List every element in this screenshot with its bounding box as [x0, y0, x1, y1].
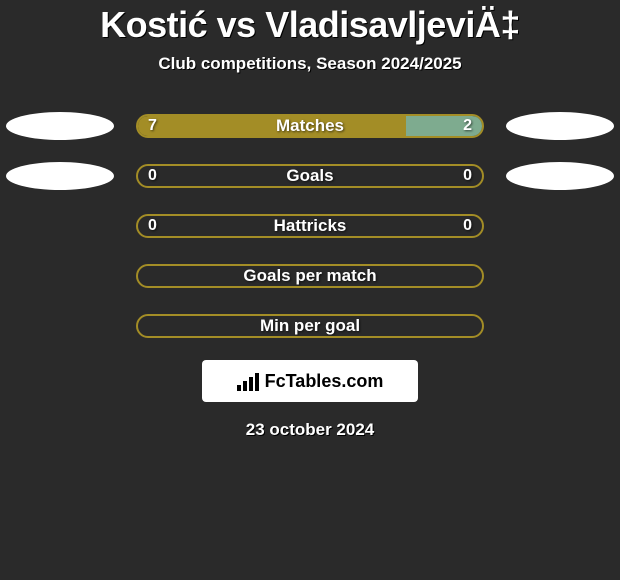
stat-row: Goals 0 0: [0, 162, 620, 190]
stats-rows: Matches 7 2 Goals 0 0 Hattricks 0 0 Goals per mat…: [0, 112, 620, 340]
stat-row: Hattricks 0 0: [0, 212, 620, 240]
attribution-text: FcTables.com: [265, 371, 384, 392]
player1-value: 0: [148, 167, 157, 185]
player1-segment: [138, 116, 406, 136]
player1-avatar-placeholder: [6, 262, 114, 290]
stat-bar: Min per goal: [136, 314, 484, 338]
player1-avatar-placeholder: [6, 162, 114, 190]
player1-avatar-placeholder: [6, 212, 114, 240]
player2-avatar-placeholder: [506, 212, 614, 240]
stat-label: Hattricks: [274, 216, 347, 236]
stat-row: Min per goal: [0, 312, 620, 340]
stat-row: Matches 7 2: [0, 112, 620, 140]
stat-bar: Goals 0 0: [136, 164, 484, 188]
bar-chart-icon: [237, 371, 259, 391]
player2-avatar-placeholder: [506, 112, 614, 140]
stat-bar: Goals per match: [136, 264, 484, 288]
player2-avatar-placeholder: [506, 162, 614, 190]
subtitle: Club competitions, Season 2024/2025: [0, 54, 620, 74]
player2-value: 0: [463, 217, 472, 235]
player2-avatar-placeholder: [506, 262, 614, 290]
player1-value: 7: [148, 117, 157, 135]
stat-row: Goals per match: [0, 262, 620, 290]
stat-label: Min per goal: [260, 316, 360, 336]
player1-avatar-placeholder: [6, 112, 114, 140]
stat-bar: Hattricks 0 0: [136, 214, 484, 238]
stat-label: Matches: [276, 116, 344, 136]
player1-value: 0: [148, 217, 157, 235]
stat-bar: Matches 7 2: [136, 114, 484, 138]
stat-label: Goals per match: [243, 266, 376, 286]
stat-label: Goals: [286, 166, 333, 186]
snapshot-date: 23 october 2024: [0, 420, 620, 440]
player2-avatar-placeholder: [506, 312, 614, 340]
page-title: Kostić vs VladisavljeviÄ‡: [0, 4, 620, 46]
player2-value: 2: [463, 117, 472, 135]
player2-value: 0: [463, 167, 472, 185]
attribution-badge: FcTables.com: [202, 360, 418, 402]
player1-avatar-placeholder: [6, 312, 114, 340]
